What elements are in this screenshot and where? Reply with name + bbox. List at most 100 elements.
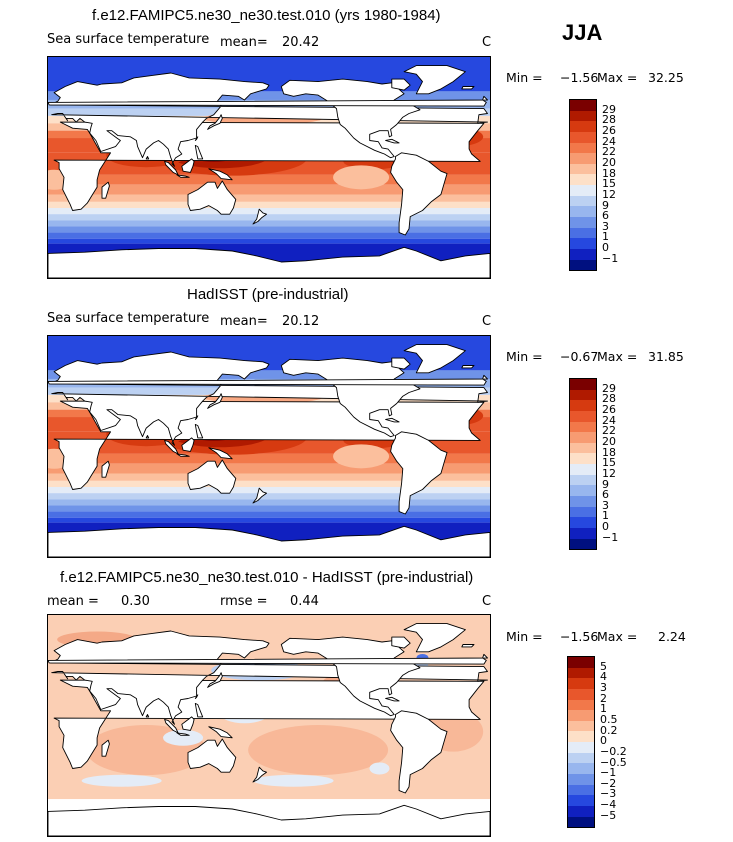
rmse-value: 0.44	[290, 594, 319, 609]
colorbar-tick-label: 26	[602, 402, 616, 416]
sst-band	[48, 232, 490, 239]
colorbar-swatch	[570, 421, 596, 433]
colorbar-swatch	[570, 185, 596, 196]
colorbar-swatch	[570, 379, 596, 390]
colorbar-swatch	[568, 742, 594, 753]
colorbar-swatch	[570, 142, 596, 154]
colorbar-tick-label: −0.2	[600, 744, 627, 758]
units-label: C	[482, 314, 492, 329]
mean-label: mean=	[220, 35, 268, 50]
colorbar-tick-label: 28	[602, 392, 616, 406]
mean-value: 0.30	[121, 594, 150, 609]
landmass	[187, 180, 237, 215]
colorbar-swatch	[568, 731, 594, 743]
colorbar-swatch	[570, 517, 596, 528]
landmass	[194, 144, 204, 160]
landmass	[280, 636, 421, 717]
colorbar-swatch	[570, 110, 596, 122]
colorbar-tick-label: 0.2	[600, 723, 618, 737]
landmass	[403, 623, 466, 653]
mean-label: mean=	[220, 314, 268, 329]
panel-title: f.e12.FAMIPC5.ne30_ne30.test.010 (yrs 19…	[92, 7, 441, 24]
colorbar-tick-label: 12	[602, 187, 616, 201]
colorbar-tick-label: 26	[602, 123, 616, 137]
colorbar-swatches	[569, 99, 597, 272]
landmass	[194, 415, 199, 420]
landmass	[145, 714, 150, 718]
colorbar-swatch	[570, 410, 596, 422]
colorbar-tick-label: −0.5	[600, 755, 627, 769]
sst-band	[48, 499, 490, 506]
colorbar-swatch	[570, 400, 596, 411]
colorbar-swatch	[570, 442, 596, 454]
colorbar-tick-label: 24	[602, 413, 616, 427]
colorbar-swatches	[569, 378, 597, 551]
landmass	[48, 246, 490, 278]
landmass	[207, 393, 223, 409]
colorbar-swatch	[570, 217, 596, 228]
colorbar-tick-label: −4	[600, 798, 617, 812]
colorbar-swatch	[568, 763, 594, 775]
mean-label: mean =	[47, 594, 99, 609]
sst-band	[48, 214, 490, 221]
colorbar-tick-label: 6	[602, 488, 609, 502]
colorbar-tick-label: 9	[602, 477, 609, 491]
mean-value: 20.42	[282, 35, 320, 50]
sst-band	[48, 238, 490, 244]
colorbar-tick-label: −5	[600, 808, 617, 822]
landmass	[176, 453, 190, 457]
landmass	[208, 726, 233, 739]
landmass	[461, 86, 475, 90]
sst-band	[48, 174, 490, 185]
colorbar-tick-label: 28	[602, 113, 616, 127]
diff-patch	[369, 762, 390, 775]
min-value: −1.56	[560, 70, 599, 85]
max-label: Max =	[597, 629, 638, 644]
colorbar-swatch	[570, 174, 596, 186]
landmass	[48, 374, 488, 386]
landmass	[181, 158, 195, 173]
colorbar-tick-label: 15	[602, 456, 616, 470]
colorbar-swatch	[568, 774, 594, 785]
landmass	[252, 208, 267, 225]
colorbar-tick-label: 0.5	[600, 712, 618, 726]
landmass	[391, 357, 411, 370]
colorbar-swatch	[570, 464, 596, 475]
landmass	[181, 437, 195, 452]
landmass	[101, 739, 110, 757]
landmass	[385, 417, 400, 423]
colorbar-swatch	[570, 389, 596, 401]
landmass	[390, 152, 448, 236]
rmse-label: rmse =	[220, 594, 268, 609]
cold-tongue	[333, 444, 390, 469]
landmass	[385, 696, 400, 702]
landmass	[181, 716, 195, 731]
colorbar-swatch	[570, 227, 596, 239]
colorbar-swatch	[568, 795, 594, 806]
diff-patch	[81, 774, 162, 787]
colorbar-tick-label: 1	[602, 230, 609, 244]
sst-band	[48, 505, 490, 512]
sst-band	[48, 511, 490, 518]
landmass	[390, 710, 448, 794]
colorbar-tick-label: 4	[600, 670, 607, 684]
landmass	[176, 732, 190, 736]
colorbar-swatch	[570, 100, 596, 111]
diff-patch	[253, 774, 334, 787]
landmass	[252, 766, 267, 783]
colorbar-tick-label: 0	[600, 734, 607, 748]
landmass	[403, 344, 466, 374]
sst-band	[48, 184, 490, 195]
colorbar-tick-label: −3	[600, 787, 617, 801]
landmass	[48, 95, 488, 107]
colorbar-tick-label: 5	[600, 659, 607, 673]
min-label: Min =	[506, 349, 543, 364]
landmass	[280, 357, 421, 438]
sst-band	[48, 91, 490, 100]
panel-title: f.e12.FAMIPC5.ne30_ne30.test.010 - HadIS…	[60, 569, 474, 586]
max-label: Max =	[597, 349, 638, 364]
map-plot	[47, 614, 491, 837]
colorbar-tick-label: 3	[600, 680, 607, 694]
colorbar-swatch	[568, 667, 594, 679]
colorbar-swatch	[568, 752, 594, 764]
